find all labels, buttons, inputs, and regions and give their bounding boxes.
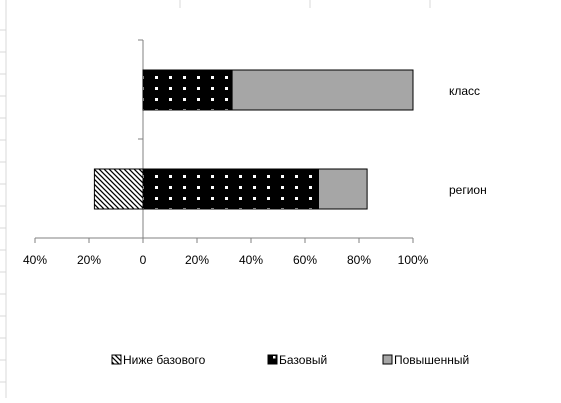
bar-region-series-1 [142, 168, 319, 210]
legend-item: Ниже базового [111, 353, 206, 367]
sheet-gridlines [5, 0, 431, 398]
sheet-row-ticks [0, 29, 6, 383]
value-tick-label: 40% [23, 253, 47, 267]
value-axis: 40% 20% 0 20% 40% 60% 80% 100% [23, 237, 429, 267]
bar-klass-series-2 [231, 69, 414, 111]
bars-group [93, 69, 414, 210]
legend-item: Базовый [267, 353, 327, 367]
value-tick-label: 80% [347, 253, 371, 267]
category-label: класс [449, 84, 480, 98]
legend: Ниже базового Базовый Повышенный [111, 353, 469, 367]
legend-swatch [382, 354, 393, 365]
category-label: регион [449, 183, 487, 197]
category-labels: класс регион [449, 84, 487, 197]
value-tick-label: 100% [398, 253, 429, 267]
legend-item: Повышенный [382, 353, 469, 367]
value-tick-label: 60% [293, 253, 317, 267]
bar-klass-series-1 [142, 69, 233, 111]
legend-swatch-dot [273, 356, 276, 359]
legend-swatch [267, 354, 278, 365]
legend-label: Ниже базового [123, 353, 206, 367]
value-tick-label: 40% [239, 253, 263, 267]
value-tick-label: 20% [77, 253, 101, 267]
legend-label: Базовый [279, 353, 327, 367]
bar-region-series-2 [318, 168, 368, 210]
legend-swatch [111, 354, 122, 365]
value-tick-label: 20% [185, 253, 209, 267]
legend-label: Повышенный [394, 353, 469, 367]
value-tick-label: 0 [140, 253, 147, 267]
bar-region-series-0 [93, 168, 144, 210]
